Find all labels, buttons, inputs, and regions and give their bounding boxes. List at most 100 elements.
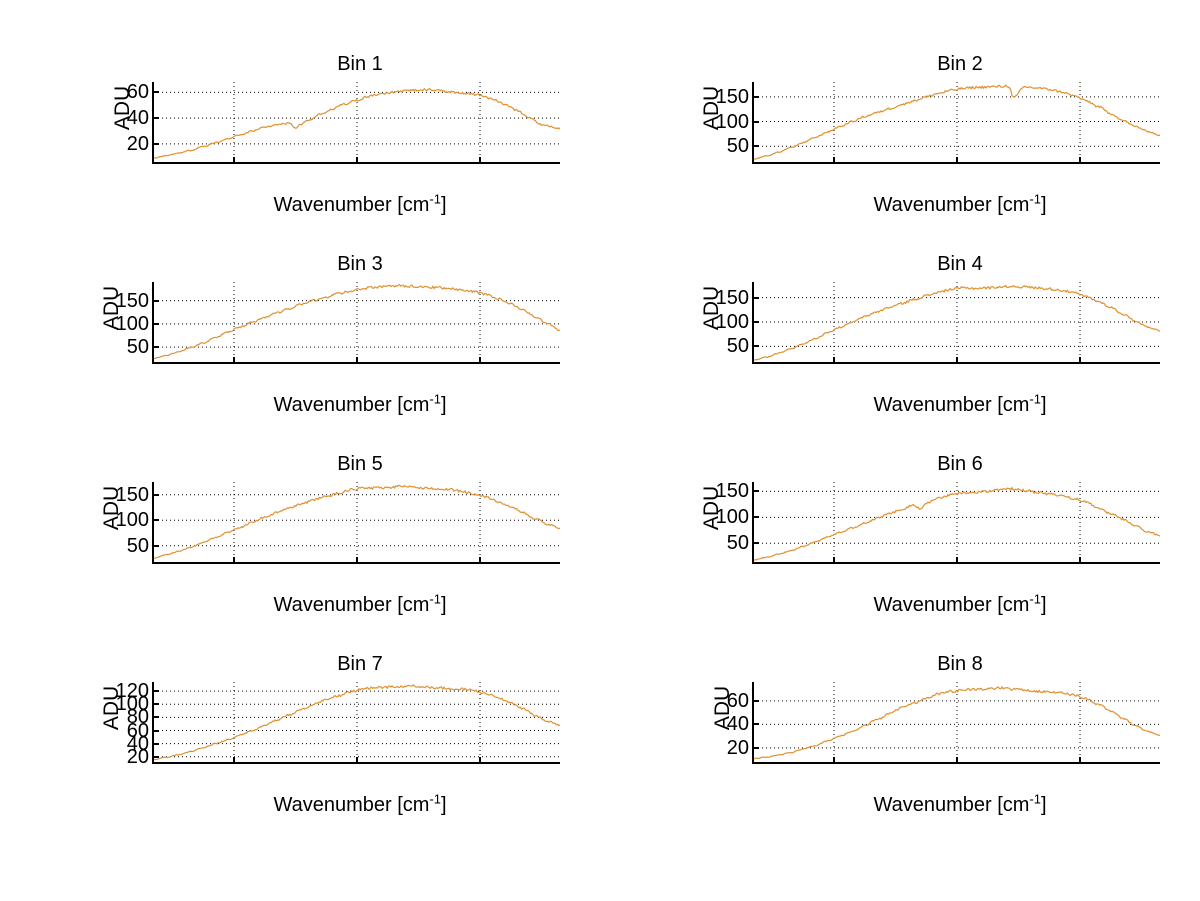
x-tick-mark — [232, 757, 235, 764]
x-axis-label: Wavenumber [cm-1] — [60, 791, 660, 817]
plot-canvas — [154, 482, 560, 562]
x-tick-mark — [832, 757, 835, 764]
x-axis-label-bracket: ] — [1040, 594, 1047, 616]
plot-canvas — [754, 82, 1160, 162]
plot-panel: Bin 6 ADU 50 100 150 Wavenumber [cm-1] — [660, 452, 1200, 652]
x-tick-mark — [479, 557, 482, 564]
x-tick-mark — [832, 357, 835, 364]
x-tick-mark — [956, 357, 958, 364]
x-axis-label-text: Wavenumber [cm — [873, 594, 1030, 616]
plot-canvas — [754, 282, 1160, 362]
plot-canvas — [754, 482, 1160, 562]
y-tick-mark — [752, 95, 759, 98]
x-tick-mark — [479, 357, 482, 364]
plot-canvas — [154, 682, 560, 762]
y-tick-mark — [752, 345, 759, 348]
y-tick-label: 80 — [126, 706, 149, 729]
y-tick-mark — [152, 716, 159, 719]
x-tick-mark — [956, 557, 958, 564]
plot-area: ADU 50 100 150 — [700, 82, 1160, 164]
y-tick-mark — [752, 145, 759, 148]
y-tick-mark — [152, 755, 159, 758]
y-tick-mark — [152, 299, 159, 302]
spectrum-line — [754, 486, 1160, 561]
x-tick-mark — [356, 157, 358, 164]
spectrum-line — [754, 84, 1160, 160]
x-tick-mark — [356, 557, 358, 564]
x-axis-label-exponent: -1 — [1029, 591, 1041, 607]
x-axis-label-bracket: ] — [440, 794, 447, 816]
y-tick-mark — [152, 690, 159, 693]
x-axis-label-text: Wavenumber [cm — [873, 394, 1030, 416]
spectrum-line — [154, 484, 560, 559]
x-axis-label-exponent: -1 — [1029, 391, 1041, 407]
x-axis-label-exponent: -1 — [429, 791, 441, 807]
y-tick-label: 40 — [126, 732, 149, 755]
plot-area: ADU 50 100 150 — [100, 482, 560, 564]
x-tick-mark — [1079, 557, 1082, 564]
x-tick-mark — [956, 157, 958, 164]
panel-title: Bin 1 — [337, 53, 383, 75]
x-axis-label: Wavenumber [cm-1] — [660, 191, 1200, 217]
x-axis-label-text: Wavenumber [cm — [273, 394, 430, 416]
spectrum-line — [754, 686, 1160, 760]
x-axis-label-exponent: -1 — [1029, 191, 1041, 207]
y-tick-label: 100 — [715, 311, 749, 333]
y-tick-label: 150 — [115, 483, 149, 506]
y-tick-mark — [152, 493, 159, 496]
spectrum-line — [154, 283, 560, 360]
plot-area: ADU 20 40 60 — [711, 682, 1160, 764]
y-tick-mark — [752, 746, 759, 749]
x-tick-mark — [356, 757, 358, 764]
x-axis-label: Wavenumber [cm-1] — [60, 592, 660, 617]
spectrum-line — [154, 684, 560, 761]
x-axis-label: Wavenumber [cm-1] — [660, 792, 1200, 817]
x-axis-label: Wavenumber [cm-1] — [660, 391, 1200, 417]
x-tick-mark — [956, 757, 958, 764]
y-tick-mark — [752, 490, 759, 493]
plot-canvas — [754, 682, 1160, 762]
panel-title: Bin 8 — [937, 653, 983, 675]
plot-panel: Bin 5 ADU 50 100 150 Wavenumber [cm-1] — [60, 452, 660, 652]
y-tick-label: 150 — [715, 286, 749, 309]
plot-panel: Bin 7 ADU 20 40 60 80 100 120 Wavenumber [cm-1] — [60, 652, 660, 852]
y-tick-label: 50 — [126, 336, 149, 359]
x-axis-label-text: Wavenumber [cm — [273, 594, 430, 616]
y-tick-label: 50 — [726, 135, 749, 158]
plot-panel: Bin 4 ADU 50 100 150 Wavenumber [cm-1] — [660, 252, 1200, 452]
y-tick-mark — [752, 699, 759, 702]
y-tick-label: 20 — [126, 745, 149, 768]
x-axis-label-text: Wavenumber [cm — [273, 794, 430, 816]
x-axis-label-bracket: ] — [440, 194, 447, 216]
panel-title: Bin 7 — [337, 653, 383, 675]
y-tick-mark — [152, 742, 159, 745]
panel-title: Bin 5 — [337, 453, 383, 475]
y-tick-label: 100 — [715, 110, 749, 133]
y-tick-label: 40 — [126, 107, 149, 130]
plot-panel: Bin 3 ADU 50 100 150 Wavenumber [cm-1] — [60, 252, 660, 452]
x-axis-label-bracket: ] — [1040, 194, 1047, 216]
x-axis-label: Wavenumber [cm-1] — [60, 391, 660, 417]
y-tick-mark — [152, 519, 159, 522]
x-tick-mark — [232, 557, 235, 564]
x-tick-mark — [832, 157, 835, 164]
y-tick-label: 150 — [115, 289, 149, 312]
y-tick-label: 60 — [126, 81, 149, 104]
x-tick-mark — [1079, 757, 1082, 764]
x-tick-mark — [479, 757, 482, 764]
y-tick-label: 120 — [115, 680, 149, 703]
x-tick-mark — [356, 357, 358, 364]
y-tick-mark — [752, 296, 759, 299]
x-axis-label-bracket: ] — [440, 394, 447, 416]
y-tick-label: 40 — [726, 713, 749, 736]
x-axis-label-bracket: ] — [1040, 794, 1047, 816]
y-tick-label: 100 — [115, 509, 149, 532]
panel-title: Bin 2 — [937, 53, 983, 75]
x-tick-mark — [832, 557, 835, 564]
panel-title: Bin 4 — [937, 253, 983, 275]
y-tick-label: 50 — [726, 335, 749, 358]
x-tick-mark — [232, 157, 235, 164]
x-axis-label-exponent: -1 — [429, 391, 441, 407]
plot-area: ADU 20 40 60 80 100 120 — [100, 681, 560, 767]
y-tick-mark — [152, 544, 159, 547]
